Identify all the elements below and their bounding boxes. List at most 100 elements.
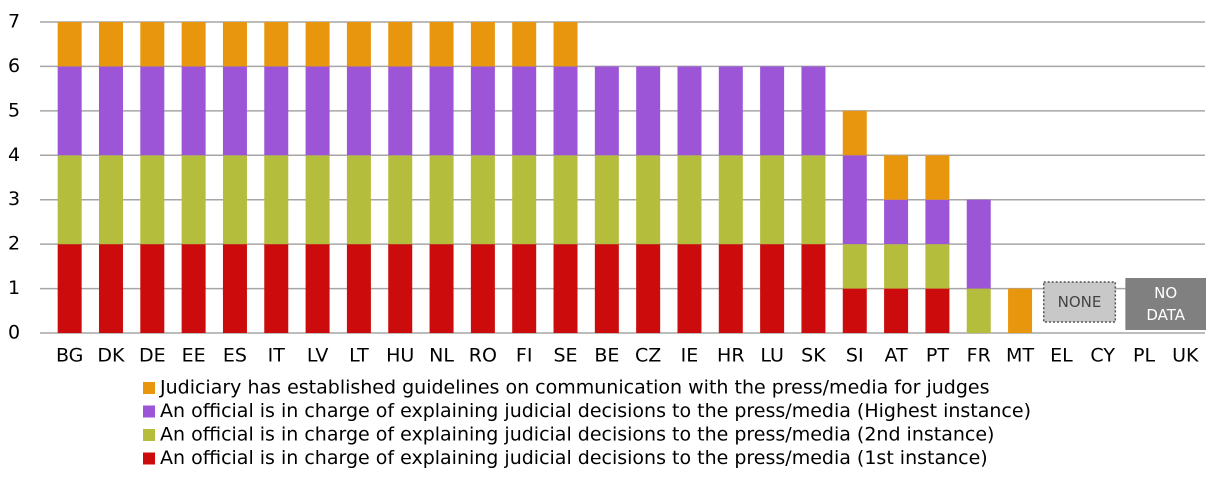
bar-segment [801,66,826,156]
bar-segment [305,244,330,333]
bar-segment [429,244,454,333]
bar-segment [884,288,909,333]
bar-segment [512,66,537,156]
bar-segment [925,244,950,289]
bar-segment [594,155,619,245]
x-tick-label: NL [429,345,454,367]
bar-segment [842,288,867,333]
x-tick-label: PL [1133,345,1155,367]
x-tick-label: AT [885,345,909,367]
x-tick-label: BG [56,345,83,367]
bar-segment [140,155,165,245]
annotation-text: NONE [1058,293,1102,311]
bar-segment [57,22,82,67]
bar-segment [636,66,661,156]
x-tick-label: DK [97,345,125,367]
legend-label: Judiciary has established guidelines on … [159,377,989,399]
bar-segment [677,155,702,245]
bar-segment [222,244,247,333]
bar-segment [594,66,619,156]
legend-swatch [143,405,155,418]
annotation-line: DATA [1146,306,1185,324]
x-tick-label: EE [182,345,206,367]
bar-segment [718,66,743,156]
y-tick-label: 4 [8,144,20,166]
bar-segment [553,155,578,245]
bar-segment [677,244,702,333]
bar-segment [925,155,950,200]
bar-segment [1008,288,1033,333]
bar-segment [760,66,785,156]
x-tick-label: DE [139,345,166,367]
bar-segment [98,66,123,156]
bar-segment [925,288,950,333]
bar-segment [264,22,289,67]
x-tick-label: IT [268,345,286,367]
bar-segment [512,155,537,245]
bar-segment [388,155,413,245]
x-tick-label: LV [307,345,329,367]
bar-segment [140,22,165,67]
bar-segment [222,66,247,156]
bar-segment [553,244,578,333]
bar-segment [346,244,371,333]
bar-segment [636,155,661,245]
bar-segment [718,155,743,245]
bar-segment [305,155,330,245]
bar-segment [636,244,661,333]
x-tick-label: FR [967,345,991,367]
x-tick-label: CZ [635,345,661,367]
bar-segment [140,244,165,333]
legend-label: An official is in charge of explaining j… [160,424,994,446]
annotation-line: NONE [1058,293,1102,311]
bar-segment [884,244,909,289]
bar-segment [264,244,289,333]
bar-segment [801,244,826,333]
y-tick-label: 2 [8,233,20,255]
bar-segment [966,288,991,333]
bar-segment [760,244,785,333]
legend-label: An official is in charge of explaining j… [160,447,988,469]
y-tick-label: 0 [8,322,20,344]
bar-segment [842,155,867,245]
bar-segment [264,155,289,245]
bar-segment [470,155,495,245]
x-tick-label: LU [760,345,784,367]
bar-segment [429,155,454,245]
bar-segment [98,22,123,67]
bar-segment [925,199,950,245]
bar-segment [346,22,371,67]
bar-segment [388,66,413,156]
bar-segment [470,66,495,156]
bar-segment [264,66,289,156]
y-tick-label: 6 [8,55,20,77]
legend-swatch [143,429,155,441]
bar-segment [512,244,537,333]
bar-segment [842,244,867,289]
annotation-box [1125,278,1206,330]
x-tick-label: FI [516,345,533,367]
x-tick-label: SE [553,345,577,367]
bar-segment [429,22,454,67]
bar-segment [181,244,206,333]
legend-swatch [143,382,155,394]
bar-segment [222,155,247,245]
bar-segment [140,66,165,156]
bar-segment [884,155,909,200]
annotation-text: NO DATA [1146,284,1185,324]
y-tick-label: 7 [8,11,20,33]
bar-segment [842,110,867,156]
bar-segment [553,66,578,156]
annotation-line: NO [1154,284,1177,302]
x-tick-label: LT [349,345,369,367]
bar-segment [594,244,619,333]
bar-segment [760,155,785,245]
bar-segment [677,66,702,156]
bar-segment [388,244,413,333]
x-tick-label: CY [1090,345,1115,367]
bar-segment [388,22,413,67]
bar-segment [884,199,909,245]
y-tick-label: 5 [8,99,20,121]
bar-segment [305,66,330,156]
